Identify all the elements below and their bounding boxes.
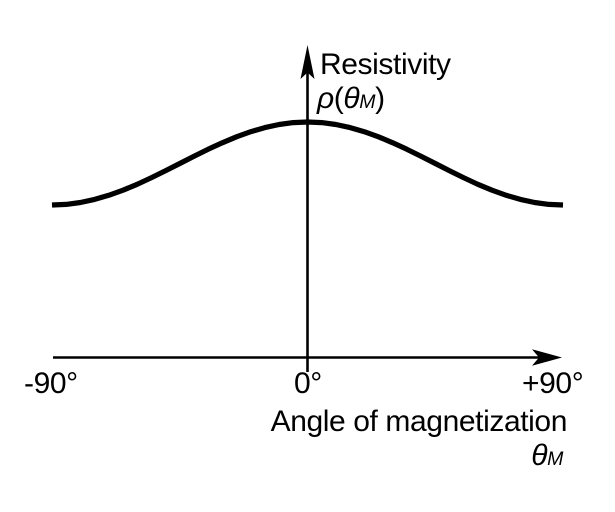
y-axis-arrowhead-icon bbox=[300, 45, 315, 79]
theta-subscript-m: M bbox=[547, 448, 563, 470]
x-axis-arrowhead-icon bbox=[532, 349, 562, 366]
rho-symbol: ρ bbox=[317, 82, 334, 115]
theta-symbol: θ bbox=[343, 82, 360, 115]
x-axis-symbol-label: θM bbox=[531, 440, 563, 472]
close-paren: ) bbox=[375, 82, 385, 115]
x-tick-zero: 0° bbox=[294, 367, 322, 400]
x-tick-plus-90: +90° bbox=[522, 367, 584, 400]
open-paren: ( bbox=[333, 82, 344, 115]
theta-subscript-m: M bbox=[359, 91, 376, 113]
theta-symbol: θ bbox=[531, 439, 548, 472]
y-axis-title: Resistivity bbox=[320, 48, 451, 81]
x-tick-minus-90: -90° bbox=[24, 367, 78, 400]
y-axis-unit-label: ρ(θM) bbox=[317, 83, 385, 115]
resistivity-curve bbox=[51, 119, 564, 208]
x-axis-title: Angle of magnetization bbox=[270, 405, 568, 438]
